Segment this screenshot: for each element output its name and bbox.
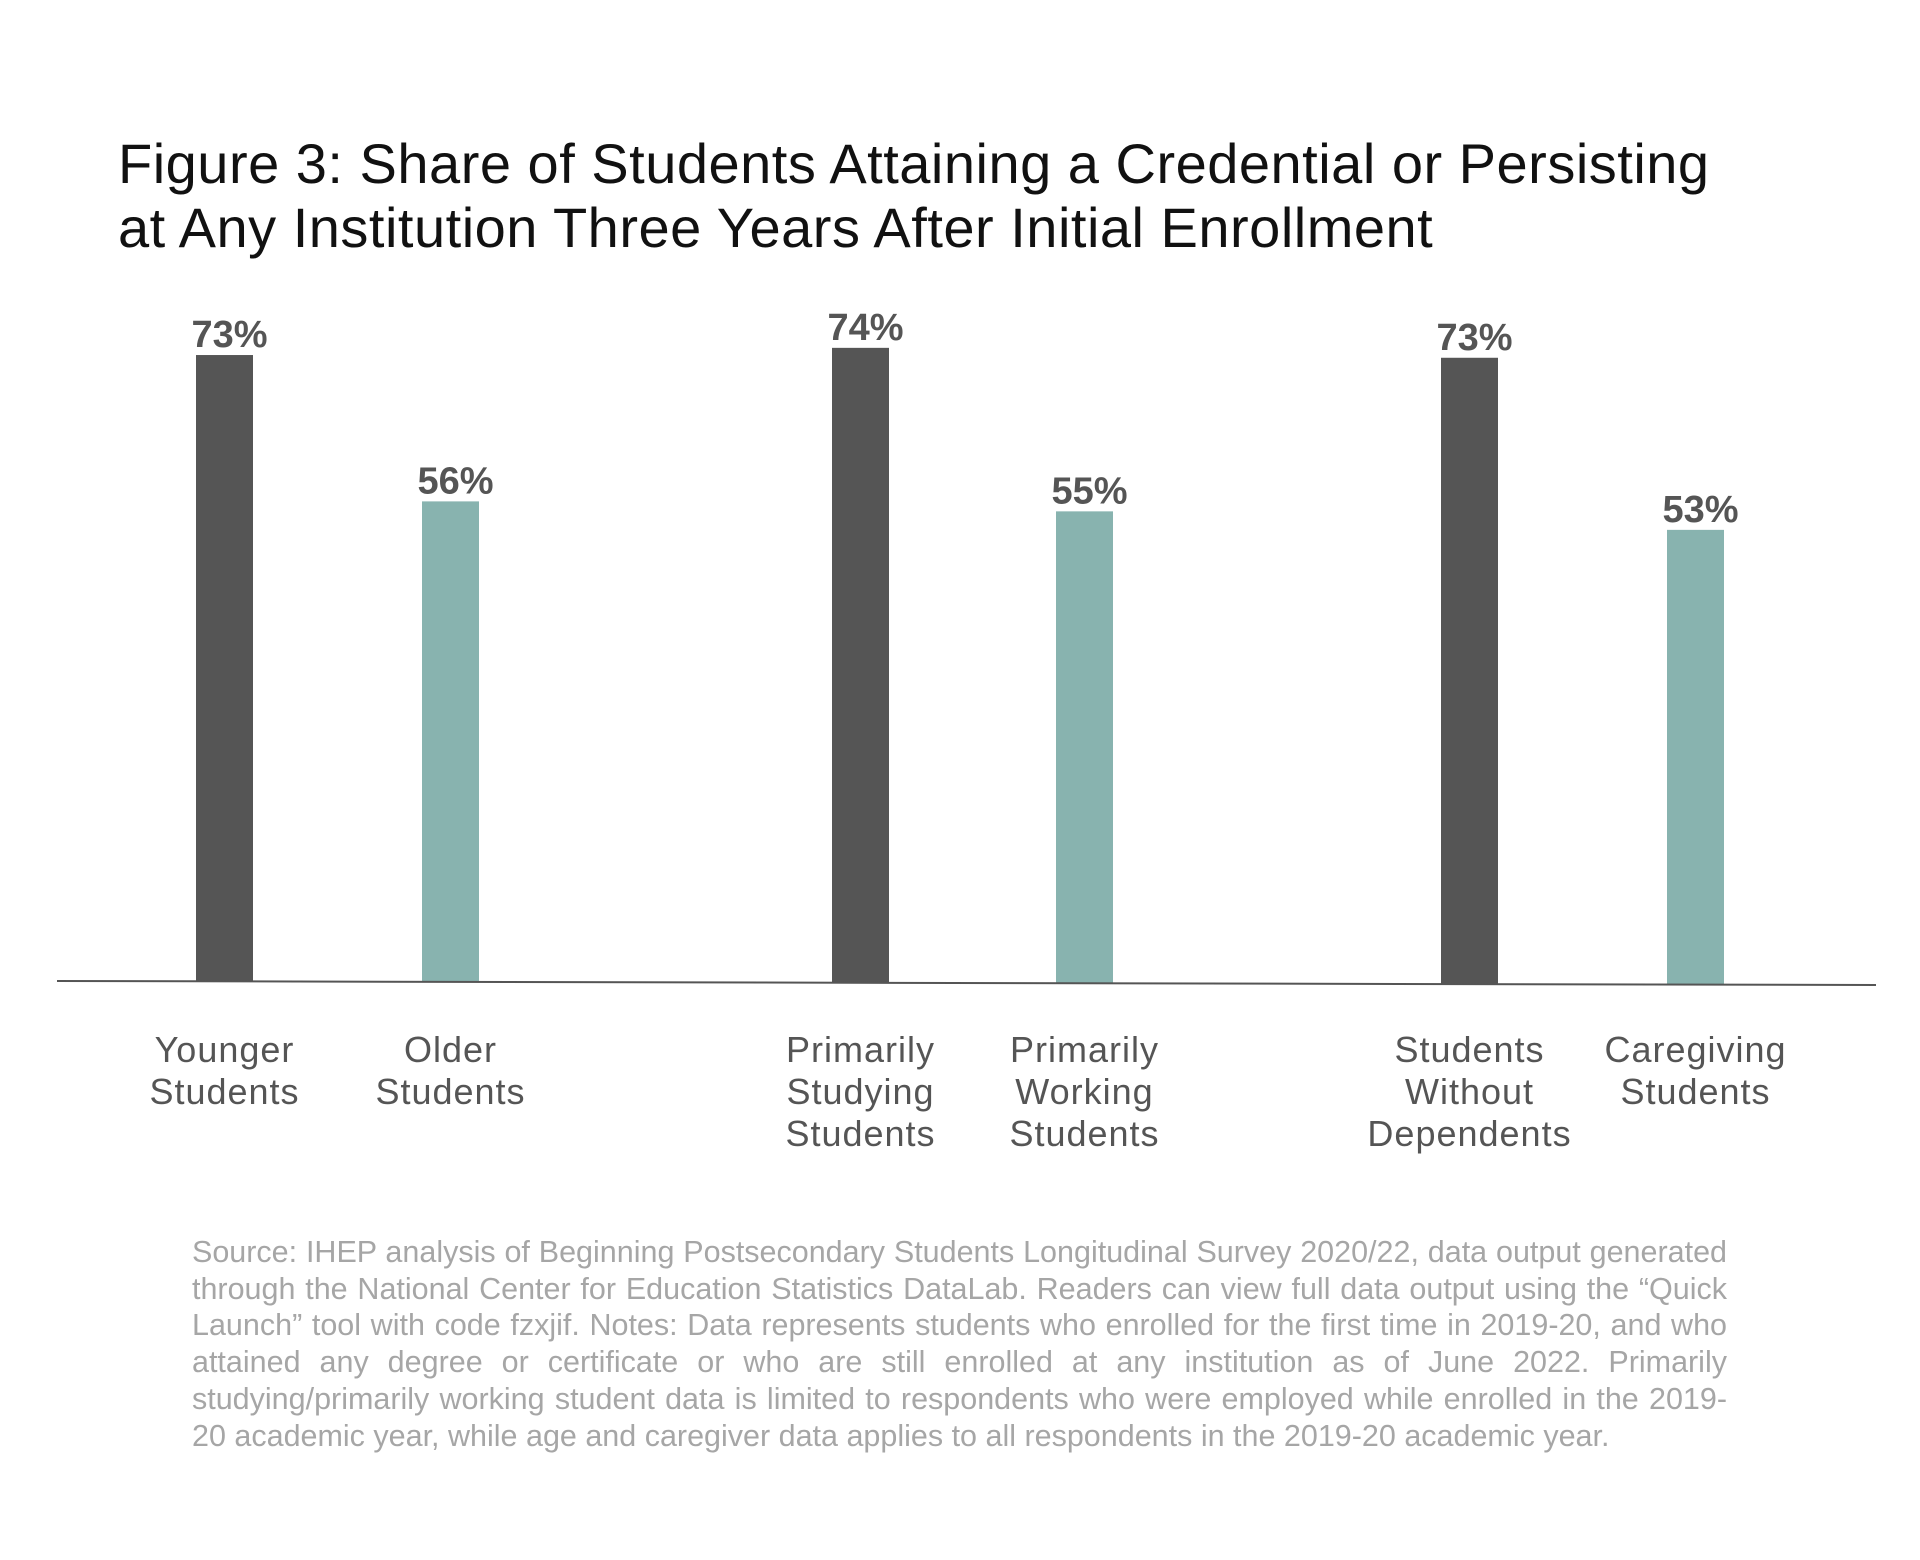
x-axis-line xyxy=(56,980,1877,986)
category-label-older-students: Older Students xyxy=(375,1029,525,1112)
chart-title-line-1: Figure 3: Share of Students Attaining a … xyxy=(118,132,1710,195)
category-label-younger-students: Younger Students xyxy=(149,1029,299,1112)
bar-caregiving-students xyxy=(1667,529,1724,985)
value-label-students-without-dependents: 73% xyxy=(1436,317,1512,359)
category-label-line: Without xyxy=(1405,1071,1534,1112)
bar-students-without-dependents xyxy=(1441,357,1498,985)
category-label-line: Students xyxy=(1009,1113,1159,1154)
category-label-primarily-working-students: Primarily Working Students xyxy=(1009,1029,1159,1154)
category-label-line: Older xyxy=(404,1029,497,1070)
category-label-line: Working xyxy=(1015,1071,1153,1112)
bars-layer xyxy=(196,347,1724,985)
value-labels-layer: 73% 56% 74% 55% 73% 53% xyxy=(191,307,1738,531)
category-label-line: Dependents xyxy=(1367,1113,1571,1154)
value-label-older-students: 56% xyxy=(417,460,493,502)
category-label-line: Students xyxy=(375,1071,525,1112)
category-label-line: Students xyxy=(785,1113,935,1154)
bar-older-students xyxy=(422,501,479,982)
bar-younger-students xyxy=(196,355,253,982)
category-label-line: Caregiving xyxy=(1604,1029,1786,1070)
category-label-line: Younger xyxy=(155,1029,295,1070)
category-label-students-without-dependents: Students Without Dependents xyxy=(1367,1029,1571,1154)
value-label-younger-students: 73% xyxy=(191,314,267,356)
category-label-line: Students xyxy=(1394,1029,1544,1070)
category-label-line: Primarily xyxy=(786,1029,935,1070)
category-label-caregiving-students: Caregiving Students xyxy=(1604,1029,1786,1112)
bar-primarily-working-students xyxy=(1056,511,1113,984)
category-label-primarily-studying-students: Primarily Studying Students xyxy=(785,1029,935,1154)
chart-title-line-2: at Any Institution Three Years After Ini… xyxy=(118,196,1434,259)
value-label-caregiving-students: 53% xyxy=(1662,489,1738,531)
category-label-line: Students xyxy=(1620,1071,1770,1112)
category-label-line: Primarily xyxy=(1010,1029,1159,1070)
value-label-primarily-working-students: 55% xyxy=(1051,470,1127,512)
category-label-line: Studying xyxy=(786,1071,934,1112)
category-label-line: Students xyxy=(149,1071,299,1112)
value-label-primarily-studying-students: 74% xyxy=(827,307,903,349)
chart-title: Figure 3: Share of Students Attaining a … xyxy=(118,132,1838,260)
source-footnote: Source: IHEP analysis of Beginning Posts… xyxy=(192,1235,1727,1453)
bar-primarily-studying-students xyxy=(832,347,889,983)
